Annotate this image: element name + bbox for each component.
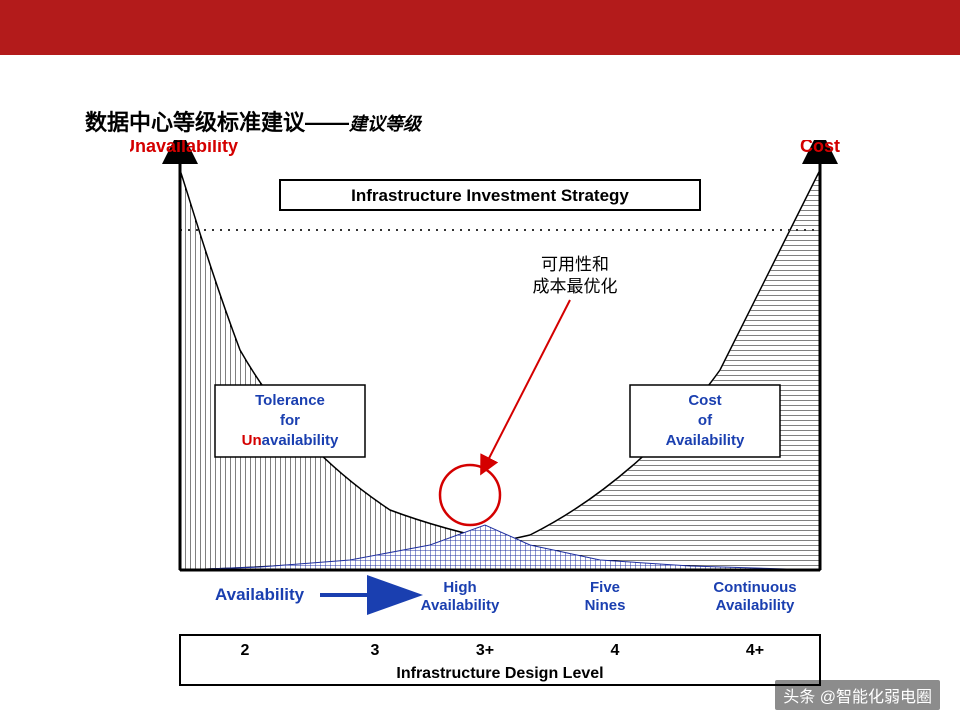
xlab-1-l1: Five	[590, 579, 620, 596]
left-axis-label: Unavailability	[130, 140, 238, 156]
title-sub: 建议等级	[349, 114, 421, 134]
xlab-0-l2: Availability	[421, 597, 500, 614]
watermark: 头条 @智能化弱电圈	[775, 680, 940, 710]
strategy-chart: Unavailability Cost Infrastructure Inves…	[130, 140, 860, 690]
tolerance-line1: Tolerance	[255, 392, 325, 409]
tick-0: 2	[241, 642, 250, 659]
tick-3: 4	[611, 642, 620, 659]
right-axis-label: Cost	[800, 140, 840, 156]
cost-line2: of	[698, 412, 713, 429]
tolerance-line2: for	[280, 412, 300, 429]
cost-line1: Cost	[688, 392, 721, 409]
design-level-label: Infrastructure Design Level	[396, 665, 603, 682]
tick-4: 4+	[746, 642, 764, 659]
availability-lead: Availability	[215, 585, 305, 604]
tolerance-line3: Unavailability	[242, 432, 339, 449]
tick-2: 3+	[476, 642, 494, 659]
callout-line1: 可用性和	[541, 255, 609, 274]
title-main: 数据中心等级标准建议——	[85, 110, 349, 135]
callout-line2: 成本最优化	[533, 277, 618, 296]
page-title: 数据中心等级标准建议——建议等级	[85, 105, 421, 137]
xlab-1-l2: Nines	[585, 597, 626, 614]
xlab-2-l1: Continuous	[713, 579, 796, 596]
header-red-bar	[0, 0, 960, 55]
xlab-0-l1: High	[443, 579, 476, 596]
xlab-2-l2: Availability	[716, 597, 795, 614]
callout-arrow	[482, 300, 570, 472]
strategy-box-text: Infrastructure Investment Strategy	[351, 186, 629, 205]
tick-1: 3	[371, 642, 380, 659]
optimal-circle	[440, 465, 500, 525]
cost-line3: Availability	[666, 432, 745, 449]
